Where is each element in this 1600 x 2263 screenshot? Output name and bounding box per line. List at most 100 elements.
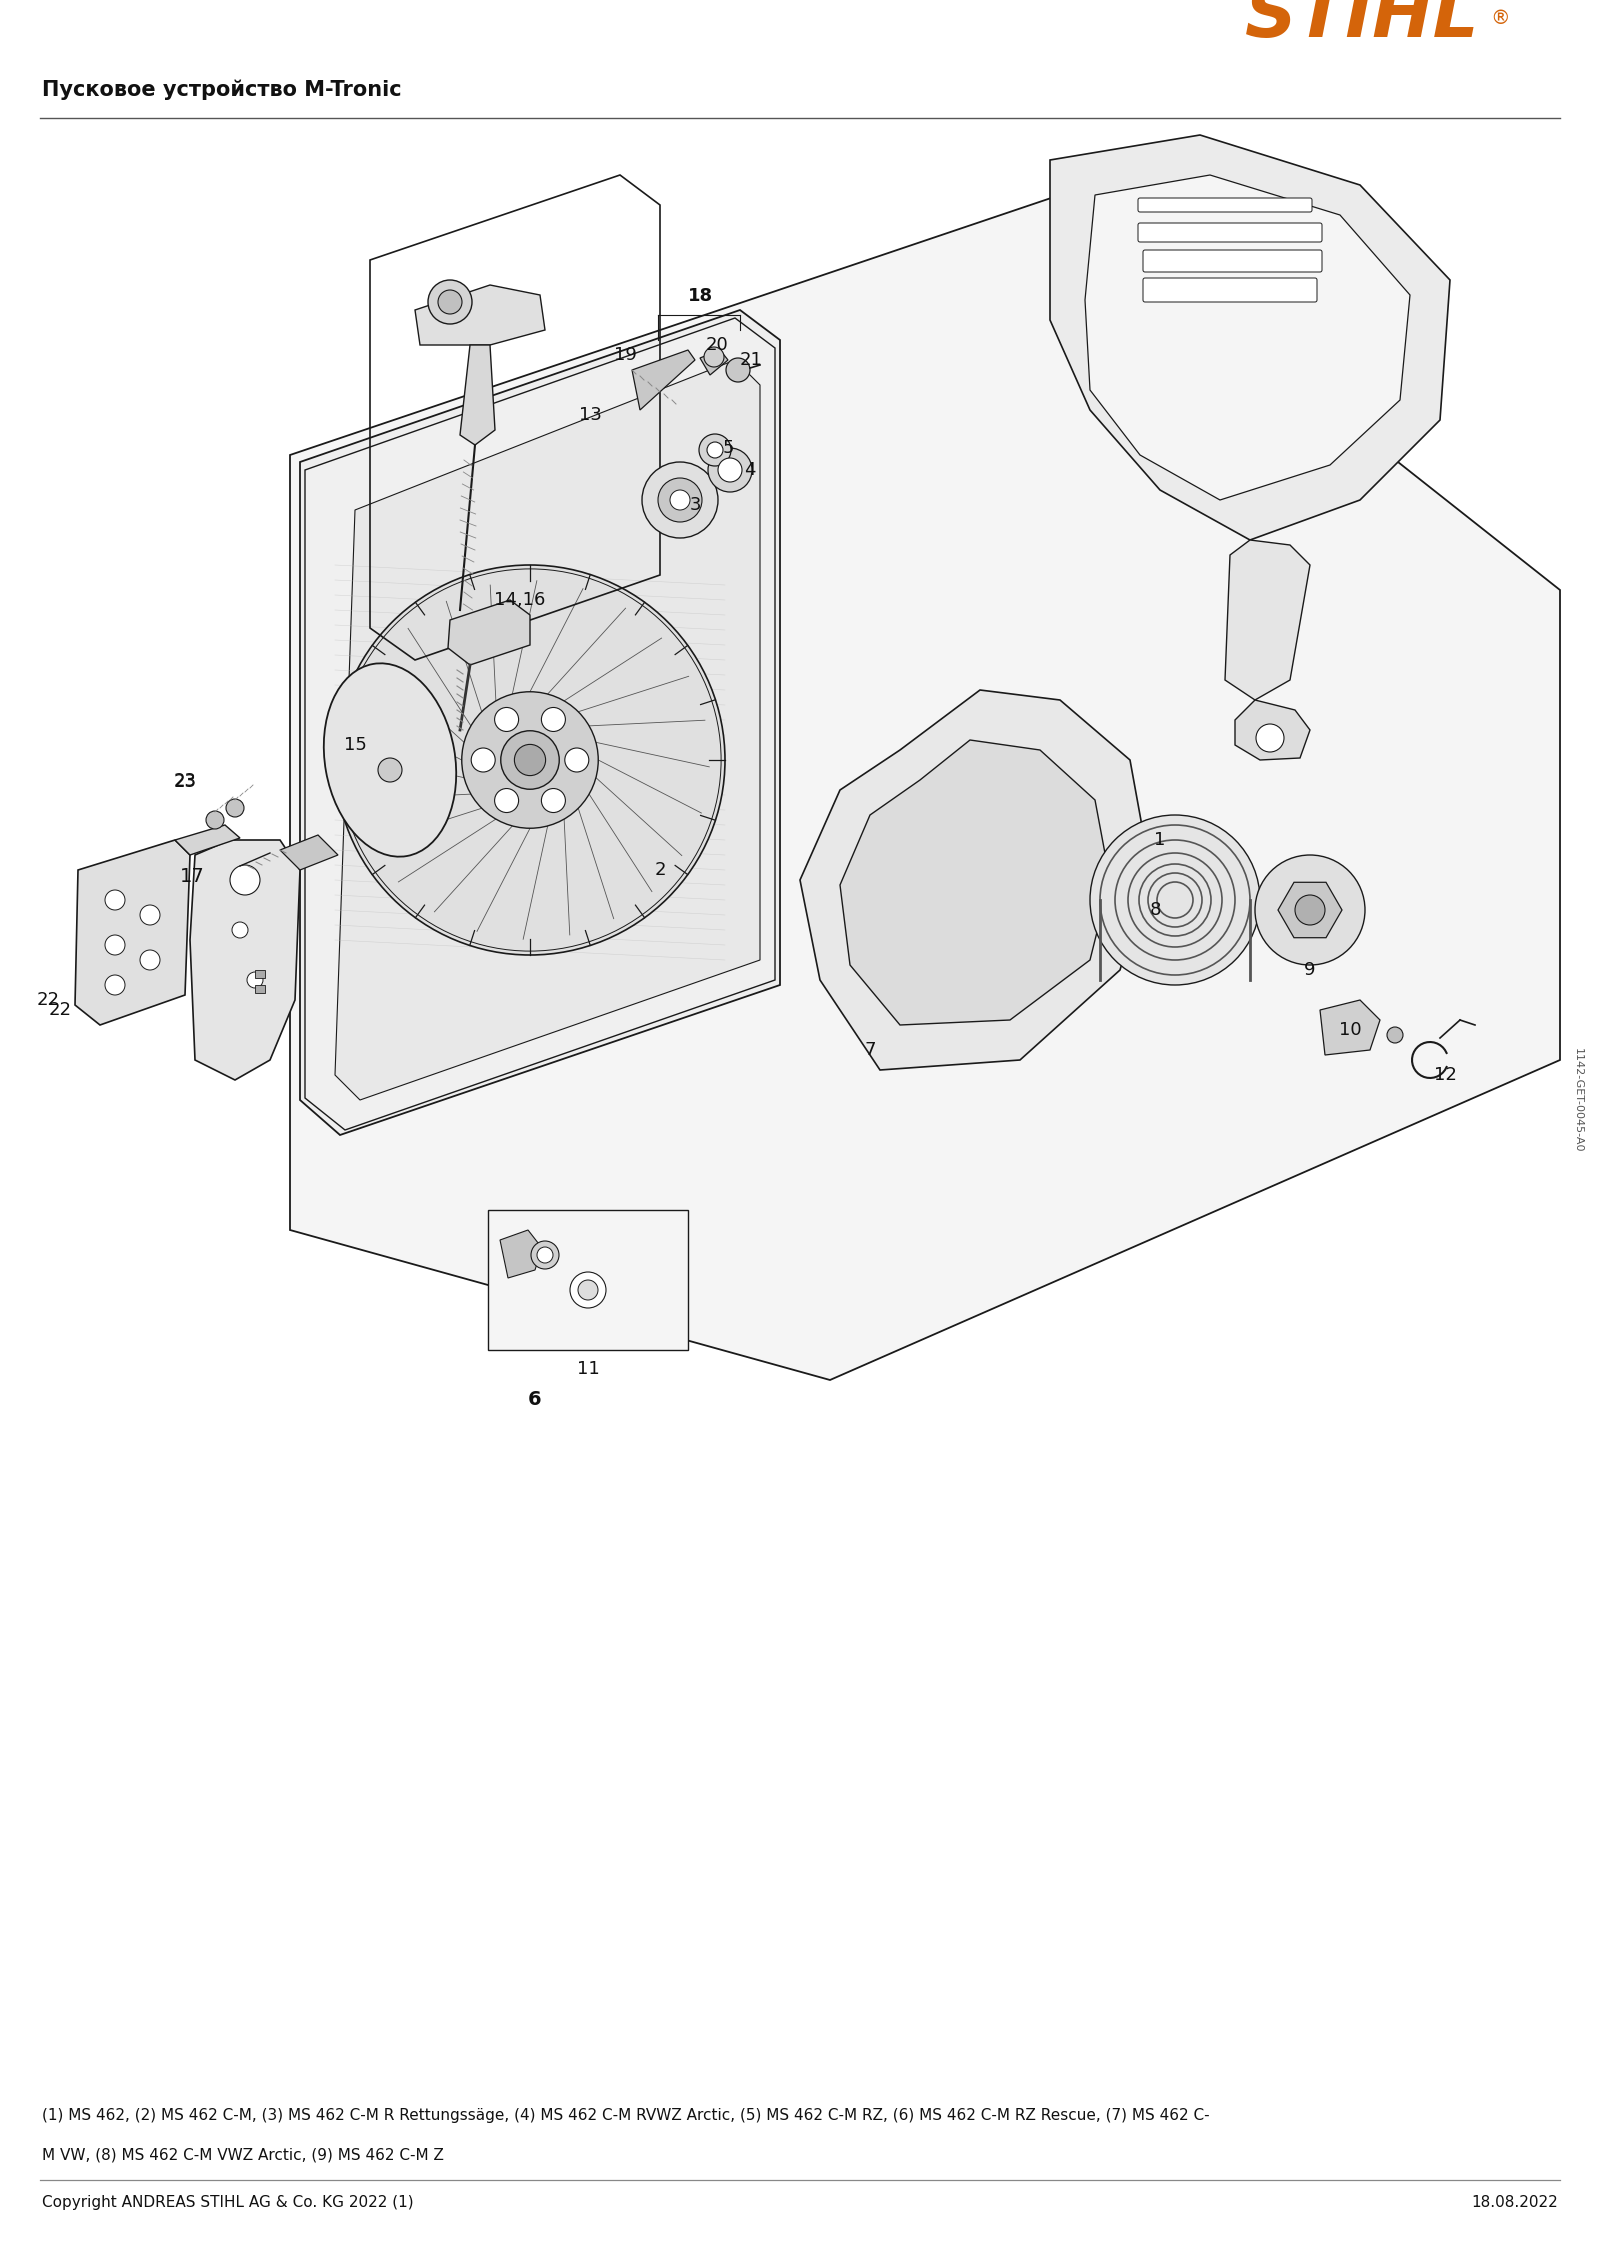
Circle shape xyxy=(704,346,723,367)
Polygon shape xyxy=(701,351,728,376)
FancyBboxPatch shape xyxy=(1142,249,1322,272)
Text: 23: 23 xyxy=(173,774,197,792)
Circle shape xyxy=(494,708,518,731)
Circle shape xyxy=(699,434,731,466)
Polygon shape xyxy=(290,195,1560,1380)
Circle shape xyxy=(707,441,723,457)
Text: 17: 17 xyxy=(181,867,205,885)
Polygon shape xyxy=(306,319,774,1129)
Circle shape xyxy=(429,281,472,324)
Text: 15: 15 xyxy=(344,735,366,754)
Text: 10: 10 xyxy=(1339,1021,1362,1039)
Text: (1) MS 462, (2) MS 462 C-M, (3) MS 462 C-M R Rettungssäge, (4) MS 462 C-M RVWZ A: (1) MS 462, (2) MS 462 C-M, (3) MS 462 C… xyxy=(42,2109,1210,2123)
Bar xyxy=(254,984,266,993)
Circle shape xyxy=(1090,815,1261,984)
Circle shape xyxy=(141,905,160,926)
Text: 20: 20 xyxy=(706,335,728,353)
Circle shape xyxy=(565,749,589,772)
Circle shape xyxy=(462,692,598,828)
Polygon shape xyxy=(800,690,1150,1070)
Polygon shape xyxy=(1050,136,1450,541)
Text: 22: 22 xyxy=(48,1000,72,1018)
Circle shape xyxy=(494,788,518,812)
Text: 9: 9 xyxy=(1304,962,1315,980)
Text: 21: 21 xyxy=(739,351,763,369)
Circle shape xyxy=(707,448,752,491)
Circle shape xyxy=(206,810,224,828)
Circle shape xyxy=(531,1240,558,1270)
Circle shape xyxy=(246,973,262,989)
Text: 13: 13 xyxy=(579,405,602,423)
Polygon shape xyxy=(461,344,494,446)
Circle shape xyxy=(106,935,125,955)
Text: Пусковое устройство M-Tronic: Пусковое устройство M-Tronic xyxy=(42,79,402,100)
Circle shape xyxy=(670,491,690,509)
Circle shape xyxy=(541,788,565,812)
Circle shape xyxy=(1387,1027,1403,1043)
Polygon shape xyxy=(1320,1000,1379,1055)
Text: M VW, (8) MS 462 C-M VWZ Arctic, (9) MS 462 C-M Z: M VW, (8) MS 462 C-M VWZ Arctic, (9) MS … xyxy=(42,2148,443,2163)
Circle shape xyxy=(106,975,125,996)
Polygon shape xyxy=(840,740,1110,1025)
Bar xyxy=(254,971,266,978)
Polygon shape xyxy=(1085,174,1410,500)
Text: 1: 1 xyxy=(1154,831,1166,849)
Polygon shape xyxy=(1226,541,1310,699)
Text: 12: 12 xyxy=(1434,1066,1456,1084)
Text: ®: ® xyxy=(1490,9,1510,27)
Circle shape xyxy=(230,864,259,894)
Polygon shape xyxy=(1235,699,1310,760)
Circle shape xyxy=(1256,724,1283,751)
Circle shape xyxy=(501,731,560,790)
Text: 3: 3 xyxy=(690,496,701,514)
Text: 23: 23 xyxy=(173,772,197,790)
Circle shape xyxy=(515,745,546,776)
Text: 14,16: 14,16 xyxy=(494,591,546,609)
Circle shape xyxy=(658,477,702,523)
Text: 2: 2 xyxy=(654,860,666,878)
Text: Copyright ANDREAS STIHL AG & Co. KG 2022 (1): Copyright ANDREAS STIHL AG & Co. KG 2022… xyxy=(42,2195,414,2211)
Circle shape xyxy=(438,290,462,315)
Polygon shape xyxy=(499,1231,542,1279)
Circle shape xyxy=(106,889,125,910)
Circle shape xyxy=(642,462,718,539)
Circle shape xyxy=(570,1272,606,1308)
Polygon shape xyxy=(448,600,530,665)
FancyBboxPatch shape xyxy=(1138,224,1322,242)
Circle shape xyxy=(378,758,402,783)
Polygon shape xyxy=(414,285,546,344)
Text: 11: 11 xyxy=(576,1360,600,1378)
Circle shape xyxy=(141,950,160,971)
Polygon shape xyxy=(301,310,781,1136)
Circle shape xyxy=(1294,894,1325,926)
Polygon shape xyxy=(75,840,190,1025)
Text: 18: 18 xyxy=(688,287,712,306)
Text: 6: 6 xyxy=(528,1389,542,1410)
Text: 19: 19 xyxy=(614,346,637,364)
Circle shape xyxy=(334,566,725,955)
Circle shape xyxy=(232,921,248,937)
Text: 4: 4 xyxy=(744,462,755,480)
Circle shape xyxy=(226,799,243,817)
FancyBboxPatch shape xyxy=(1138,197,1312,213)
Text: 22: 22 xyxy=(37,991,61,1009)
Circle shape xyxy=(538,1247,554,1263)
Polygon shape xyxy=(334,360,760,1100)
Circle shape xyxy=(578,1281,598,1299)
Text: 7: 7 xyxy=(864,1041,875,1059)
Circle shape xyxy=(718,457,742,482)
Text: 18.08.2022: 18.08.2022 xyxy=(1472,2195,1558,2211)
Bar xyxy=(488,1211,688,1351)
Polygon shape xyxy=(1278,883,1342,937)
Circle shape xyxy=(541,708,565,731)
Ellipse shape xyxy=(323,663,456,858)
Text: STIHL: STIHL xyxy=(1245,0,1480,52)
Polygon shape xyxy=(190,840,301,1079)
FancyBboxPatch shape xyxy=(1142,278,1317,301)
Polygon shape xyxy=(280,835,338,869)
Circle shape xyxy=(1254,855,1365,964)
Polygon shape xyxy=(632,351,694,410)
Text: 5: 5 xyxy=(722,439,734,457)
Polygon shape xyxy=(174,826,240,855)
Circle shape xyxy=(726,358,750,382)
